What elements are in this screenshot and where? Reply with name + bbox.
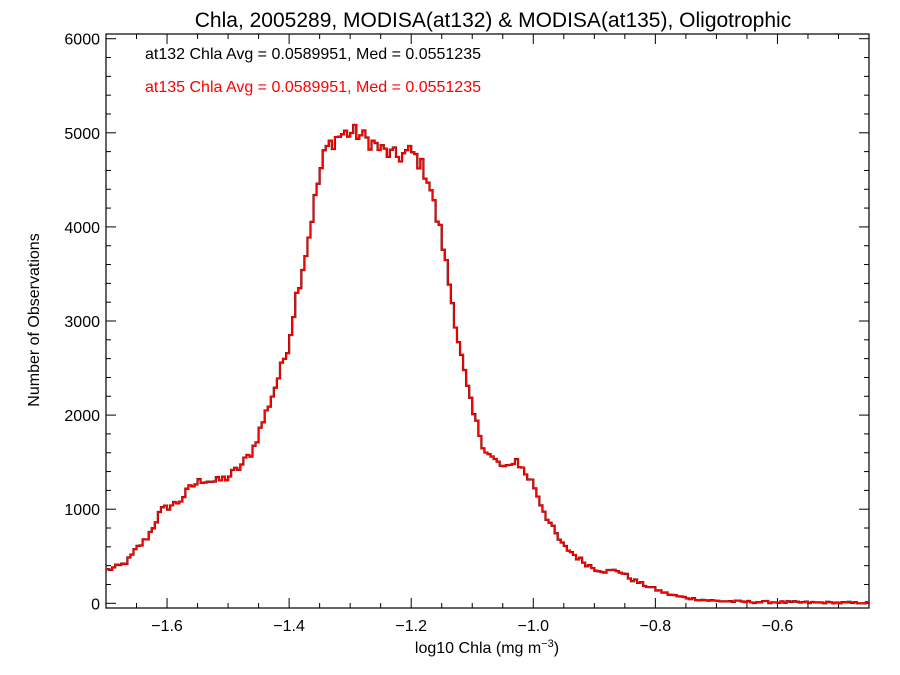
x-axis-ticks: −1.6 −1.4 −1.2 −1.0 −0.8 −0.6: [136, 34, 870, 635]
x-tick-label: −0.8: [640, 618, 672, 635]
x-axis-label-superscript: −3: [541, 638, 554, 650]
y-axis-label: Number of Observations: [26, 233, 43, 406]
x-axis-label: log10 Chla (mg m−3): [415, 638, 559, 657]
x-axis-label-main: log10 Chla (mg m: [415, 640, 541, 657]
x-tick-label: −0.6: [762, 618, 794, 635]
y-tick-label: 0: [91, 596, 100, 613]
y-tick-label: 3000: [64, 314, 100, 331]
annotation-at132: at132 Chla Avg = 0.0589951, Med = 0.0551…: [145, 46, 481, 63]
plot-frame: [105, 33, 870, 609]
histogram-series: [106, 123, 869, 605]
series-1-line: [106, 124, 869, 605]
annotation-at135: at135 Chla Avg = 0.0589951, Med = 0.0551…: [145, 79, 481, 96]
y-axis-ticks: 0 1000 2000 3000 4000 5000 6000: [64, 32, 869, 613]
x-axis-label-close: ): [554, 640, 559, 657]
x-tick-label: −1.2: [395, 618, 427, 635]
chart-title: Chla, 2005289, MODISA(at132) & MODISA(at…: [195, 9, 791, 32]
x-tick-label: −1.0: [517, 618, 549, 635]
y-tick-label: 1000: [64, 502, 100, 519]
y-tick-label: 6000: [64, 32, 100, 49]
x-tick-label: −1.6: [151, 618, 183, 635]
y-tick-label: 2000: [64, 408, 100, 425]
series-0-line: [106, 123, 869, 605]
x-tick-label: −1.4: [273, 618, 305, 635]
y-tick-label: 4000: [64, 220, 100, 237]
y-tick-label: 5000: [64, 126, 100, 143]
